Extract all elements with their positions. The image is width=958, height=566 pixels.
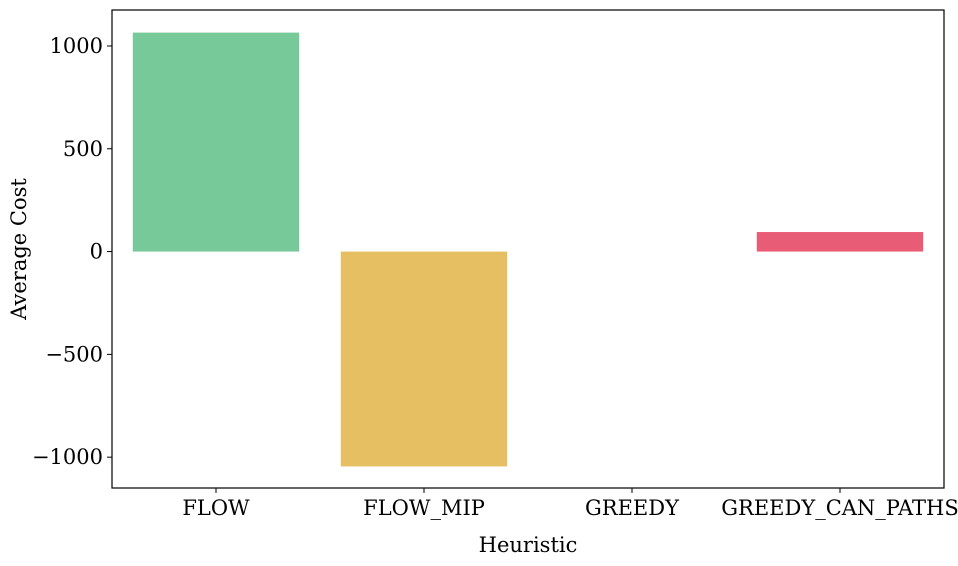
y-tick-label: −500 [45,342,103,366]
y-tick-label: 0 [90,240,103,264]
x-axis-title: Heuristic [479,533,578,557]
y-tick-label: 500 [63,137,103,161]
x-tick-label: FLOW [182,496,250,520]
bars-group [132,32,924,467]
bar-flow [132,32,300,252]
plot-frame [111,9,945,489]
y-axis-title: Average Cost [7,178,31,321]
y-axis: −1000 −500 0 500 1000 [32,34,112,469]
bar-flow-mip [340,251,508,467]
bar-greedy-can-paths [756,232,924,252]
x-axis: FLOW FLOW_MIP GREEDY GREEDY_CAN_PATHS [182,488,958,520]
x-tick-label: GREEDY_CAN_PATHS [721,496,958,520]
x-tick-label: GREEDY [585,496,680,520]
y-tick-label: −1000 [32,445,103,469]
y-tick-label: 1000 [50,34,103,58]
x-tick-label: FLOW_MIP [363,496,485,520]
